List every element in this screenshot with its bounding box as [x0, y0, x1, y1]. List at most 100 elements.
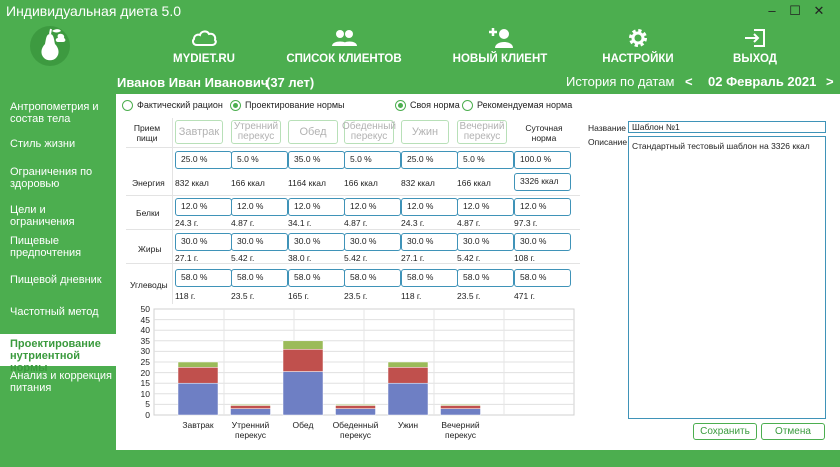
protein-abs-breakfast: 24.3 г.: [175, 218, 199, 228]
main-panel: Фактический рацион Проектирование нормы …: [116, 94, 840, 450]
fat-pct-daily[interactable]: 30.0 %: [514, 233, 571, 251]
nav-clients[interactable]: СПИСОК КЛИЕНТОВ: [285, 22, 403, 70]
nav-new-client[interactable]: НОВЫЙ КЛИЕНТ: [452, 22, 548, 70]
carbs-pct-dinner[interactable]: 58.0 %: [401, 269, 458, 287]
radio-own-norm[interactable]: Своя норма: [395, 100, 465, 112]
radio-actual-diet-circle[interactable]: [122, 100, 133, 111]
chart-bar-segment: [387, 382, 429, 416]
energy-pct-lunch[interactable]: 35.0 %: [288, 151, 345, 169]
row-label-protein: Белки: [136, 208, 160, 218]
minimize-button[interactable]: –: [768, 3, 776, 18]
row-label-fat: Жиры: [138, 244, 162, 254]
macronutrient-chart: [153, 308, 575, 416]
next-date-button[interactable]: >: [826, 74, 834, 89]
energy-abs-evening-snack: 166 ккал: [457, 178, 491, 188]
radio-norm-design-circle[interactable]: [230, 100, 241, 111]
fat-pct-dinner[interactable]: 30.0 %: [401, 233, 458, 251]
protein-abs-lunch: 34.1 г.: [288, 218, 312, 228]
protein-abs-afternoon-snack: 4.87 г.: [344, 218, 368, 228]
protein-pct-lunch[interactable]: 12.0 %: [288, 198, 345, 216]
fat-pct-morning-snack[interactable]: 30.0 %: [231, 233, 288, 251]
chart-bars: [177, 340, 481, 416]
protein-pct-morning-snack[interactable]: 12.0 %: [231, 198, 288, 216]
carbs-abs-evening-snack: 23.5 г.: [457, 291, 481, 301]
radio-recommended-norm[interactable]: Рекомендуемая норма: [462, 100, 572, 112]
carbs-pct-breakfast[interactable]: 58.0 %: [175, 269, 232, 287]
radio-own-norm-circle[interactable]: [395, 100, 406, 111]
sidebar-item-frequency-method[interactable]: Частотный метод: [10, 306, 99, 318]
energy-pct-dinner[interactable]: 25.0 %: [401, 151, 458, 169]
sidebar-item-food-diary[interactable]: Пищевой дневник: [10, 274, 102, 286]
chart-x-tick-label: Утренний перекус: [231, 420, 270, 440]
meal-header-breakfast[interactable]: Завтрак: [175, 120, 223, 144]
top-navigation: MYDIET.RU СПИСОК КЛИЕНТОВ НОВЫЙ КЛИЕНТ Н…: [0, 22, 840, 70]
client-bar: Иванов Иван Иванович (37 лет) История по…: [0, 70, 840, 94]
row-label-energy: Энергия: [132, 178, 165, 188]
nav-settings-label: НАСТРОЙКИ: [602, 53, 674, 65]
sidebar-item-goals[interactable]: Цели и ограничения: [10, 204, 75, 228]
meal-header-afternoon-snack[interactable]: Обеденный перекус: [342, 120, 396, 144]
fat-pct-afternoon-snack[interactable]: 30.0 %: [344, 233, 401, 251]
radio-recommended-norm-label: Рекомендуемая норма: [477, 100, 573, 110]
radio-actual-diet[interactable]: Фактический рацион: [122, 100, 232, 112]
sidebar-item-nutrient-design[interactable]: Проектирование нутриентной нормы: [0, 334, 116, 374]
energy-pct-evening-snack[interactable]: 5.0 %: [457, 151, 514, 169]
sidebar-item-lifestyle[interactable]: Стиль жизни: [10, 138, 76, 150]
meal-header-evening-snack[interactable]: Вечерний перекус: [457, 120, 507, 144]
protein-abs-daily: 97.3 г.: [514, 218, 538, 228]
row-label-carbs: Углеводы: [130, 280, 168, 290]
cancel-button[interactable]: Отмена: [761, 423, 825, 440]
template-name-input[interactable]: Шаблон №1: [628, 121, 826, 133]
sidebar-item-health-restrictions[interactable]: Ограничения по здоровью: [10, 166, 93, 190]
template-desc-input[interactable]: Стандартный тестовый шаблон на 3326 ккал: [628, 136, 826, 419]
chart-bar-segment: [230, 408, 271, 416]
energy-abs-daily[interactable]: 3326 ккал: [514, 173, 571, 191]
fat-abs-lunch: 38.0 г.: [288, 253, 312, 263]
save-button[interactable]: Сохранить: [693, 423, 757, 440]
nav-settings[interactable]: НАСТРОЙКИ: [598, 22, 678, 70]
energy-pct-daily[interactable]: 100.0 %: [514, 151, 571, 169]
carbs-pct-evening-snack[interactable]: 58.0 %: [457, 269, 514, 287]
energy-abs-breakfast: 832 ккал: [175, 178, 209, 188]
energy-pct-breakfast[interactable]: 25.0 %: [175, 151, 232, 169]
chart-y-tick-label: 40: [140, 325, 150, 336]
title-bar: Индивидуальная диета 5.0 – ☐ ✕: [0, 0, 840, 22]
table-divider: [126, 263, 580, 264]
carbs-pct-morning-snack[interactable]: 58.0 %: [231, 269, 288, 287]
protein-pct-afternoon-snack[interactable]: 12.0 %: [344, 198, 401, 216]
energy-pct-morning-snack[interactable]: 5.0 %: [231, 151, 288, 169]
protein-pct-daily[interactable]: 12.0 %: [514, 198, 571, 216]
protein-pct-evening-snack[interactable]: 12.0 %: [457, 198, 514, 216]
fat-abs-breakfast: 27.1 г.: [175, 253, 199, 263]
radio-recommended-norm-circle[interactable]: [462, 100, 473, 111]
carbs-pct-afternoon-snack[interactable]: 58.0 %: [344, 269, 401, 287]
chart-y-tick-label: 30: [140, 346, 150, 357]
prev-date-button[interactable]: <: [685, 74, 693, 89]
meal-header-lunch[interactable]: Обед: [288, 120, 338, 144]
energy-pct-afternoon-snack[interactable]: 5.0 %: [344, 151, 401, 169]
carbs-abs-lunch: 165 г.: [288, 291, 309, 301]
chart-bar-segment: [282, 371, 324, 416]
chart-x-tick-label: Вечерний перекус: [441, 420, 480, 440]
radio-own-norm-label: Своя норма: [410, 100, 460, 110]
sidebar-item-food-preferences[interactable]: Пищевые предпочтения: [10, 235, 82, 259]
nav-clients-label: СПИСОК КЛИЕНТОВ: [286, 53, 402, 65]
carbs-abs-dinner: 118 г.: [401, 291, 422, 301]
meal-header-dinner[interactable]: Ужин: [401, 120, 449, 144]
radio-norm-design[interactable]: Проектирование нормы: [230, 100, 350, 112]
fat-pct-evening-snack[interactable]: 30.0 %: [457, 233, 514, 251]
current-date[interactable]: 02 Февраль 2021: [708, 74, 817, 89]
meal-header-morning-snack[interactable]: Утренний перекус: [231, 120, 281, 144]
maximize-button[interactable]: ☐: [789, 3, 801, 18]
close-button[interactable]: ✕: [813, 3, 825, 18]
chart-y-tick-label: 10: [140, 388, 150, 399]
users-icon: [332, 30, 357, 46]
add-user-icon: [489, 28, 513, 48]
nav-exit[interactable]: ВЫХОД: [724, 22, 786, 70]
sidebar-item-anthropometry[interactable]: Антропометрия и состав тела: [10, 101, 99, 125]
chart-y-tick-label: 45: [140, 314, 150, 325]
sidebar-item-analysis[interactable]: Анализ и коррекция питания: [10, 370, 113, 394]
nav-mydiet[interactable]: MYDIET.RU: [165, 22, 243, 70]
nav-exit-label: ВЫХОД: [733, 53, 777, 65]
carbs-pct-daily[interactable]: 58.0 %: [514, 269, 571, 287]
